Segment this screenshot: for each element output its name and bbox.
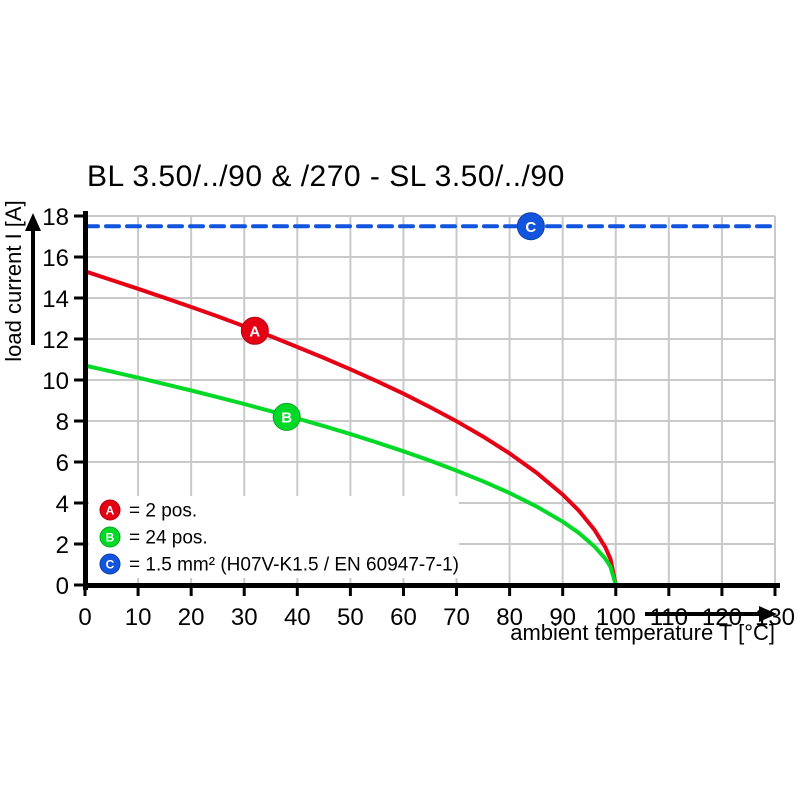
y-tick-label: 4 — [56, 491, 69, 518]
x-tick-label: 70 — [443, 604, 470, 631]
x-tick-label: 60 — [390, 604, 417, 631]
marker-B — [272, 402, 301, 431]
x-tick-label: 90 — [549, 604, 576, 631]
series-B-curve — [83, 363, 618, 587]
marker-A — [240, 316, 269, 345]
x-tick-label: 20 — [178, 604, 205, 631]
legend-box — [89, 496, 459, 578]
y-tick-label: 14 — [42, 286, 69, 313]
marker-B-letter: B — [281, 409, 292, 426]
x-axis-title: ambient temperature T [°C] — [510, 620, 775, 645]
legend-swatch-C-letter: C — [106, 558, 115, 572]
y-axis-arrowhead-icon — [25, 213, 41, 231]
marker-A-letter: A — [249, 323, 260, 340]
legend-swatch-B-letter: B — [106, 531, 115, 545]
x-tick-label: 80 — [496, 604, 523, 631]
legend-label-A: = 2 pos. — [129, 501, 197, 522]
x-axis-line — [83, 583, 780, 588]
y-tick-label: 2 — [56, 532, 69, 559]
legend-swatch-A — [99, 499, 121, 521]
x-tick-label: 110 — [650, 604, 688, 631]
x-tick-label: 50 — [337, 604, 364, 631]
legend-label-B: = 24 pos. — [129, 528, 208, 549]
x-tick-label: 10 — [125, 604, 152, 631]
y-tick-label: 0 — [56, 573, 69, 600]
y-tick-label: 12 — [42, 327, 69, 354]
y-tick-label: 18 — [42, 204, 69, 231]
x-tick-label: 120 — [702, 604, 742, 631]
x-tick-label: 0 — [78, 604, 91, 631]
legend-swatch-A-letter: A — [106, 504, 115, 518]
y-tick-label: 10 — [42, 368, 69, 395]
series-A-curve — [83, 269, 618, 587]
legend-swatch-C — [99, 553, 121, 575]
x-axis-arrowhead-icon — [759, 606, 777, 622]
y-tick-label: 8 — [56, 409, 69, 436]
y-axis-line — [83, 211, 88, 590]
legend-label-C: = 1.5 mm² (H07V-K1.5 / EN 60947-7-1) — [129, 555, 459, 576]
y-tick-label: 6 — [56, 450, 69, 477]
x-tick-label: 100 — [596, 604, 636, 631]
x-tick-label: 40 — [284, 604, 311, 631]
legend-swatch-B — [99, 526, 121, 548]
marker-C — [516, 212, 545, 241]
chart-title: BL 3.50/../90 & /270 - SL 3.50/../90 — [87, 160, 565, 193]
x-tick-label: 30 — [231, 604, 258, 631]
y-tick-label: 16 — [42, 245, 69, 272]
marker-C-letter: C — [525, 219, 536, 236]
y-axis-title: load current I [A] — [1, 200, 26, 361]
